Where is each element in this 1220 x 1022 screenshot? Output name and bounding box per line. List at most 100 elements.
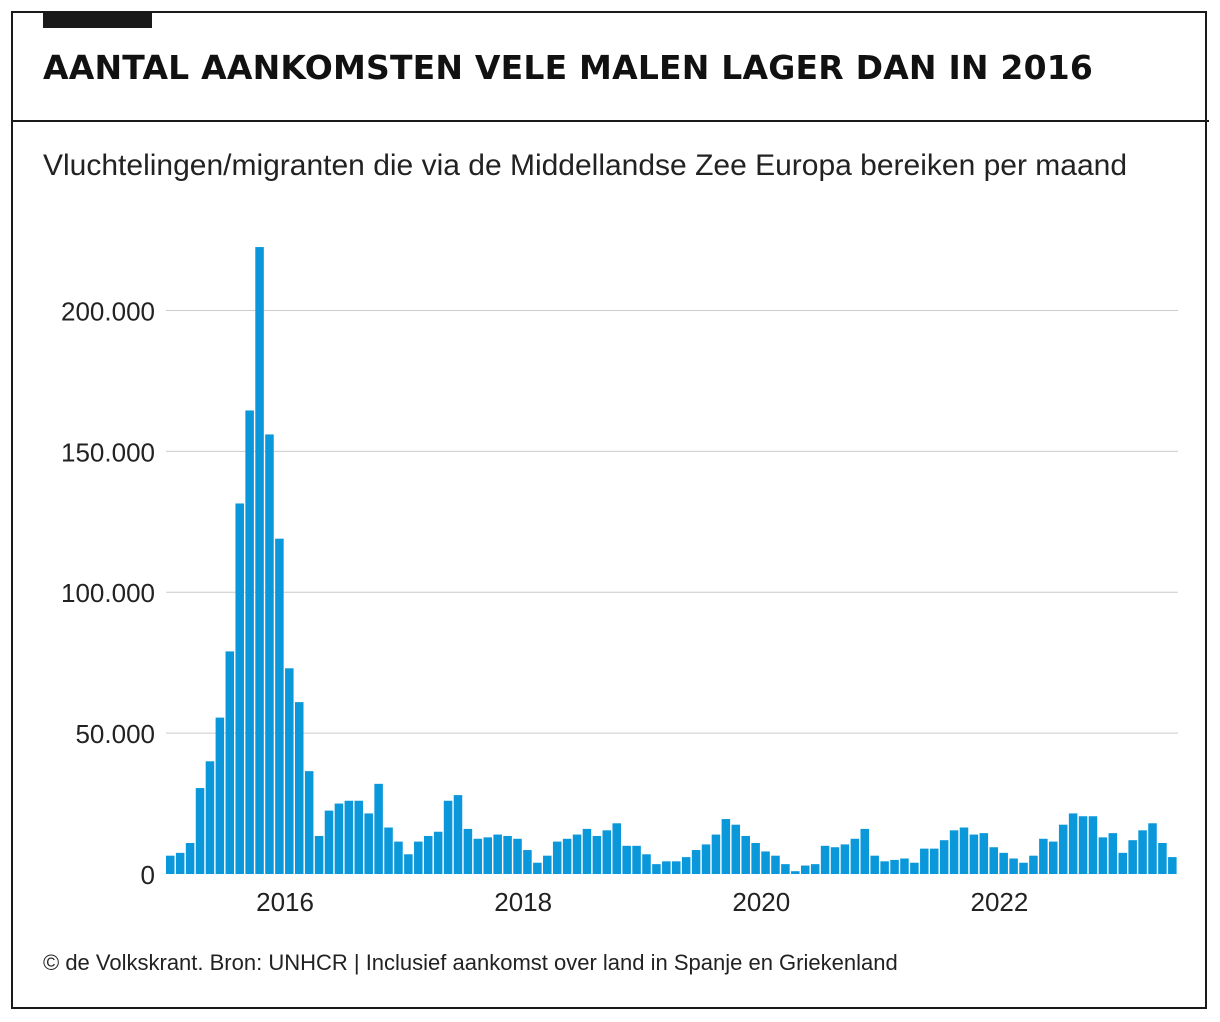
bar xyxy=(810,864,820,874)
bar xyxy=(166,855,175,874)
bar xyxy=(334,803,344,874)
chart-subtitle: Vluchtelingen/migranten die via de Midde… xyxy=(43,149,1128,182)
bar xyxy=(642,854,651,874)
bar xyxy=(731,824,741,874)
bar xyxy=(374,783,383,874)
bar xyxy=(1009,858,1018,874)
x-tick-label: 2022 xyxy=(970,887,1028,917)
grid-lines xyxy=(166,309,1178,734)
bar xyxy=(989,847,999,874)
accent-bar xyxy=(43,13,152,28)
bar xyxy=(850,838,860,874)
y-tick-label: 0 xyxy=(141,860,155,890)
bar xyxy=(195,788,205,874)
bars xyxy=(166,247,1177,875)
bar xyxy=(1088,816,1098,874)
bar xyxy=(235,503,244,874)
chart-title: AANTAL AANKOMSTEN VELE MALEN LAGER DAN I… xyxy=(43,48,1094,87)
bar xyxy=(533,862,542,874)
bar xyxy=(453,795,463,874)
bar xyxy=(205,761,215,874)
bar xyxy=(830,847,840,874)
bar xyxy=(1039,838,1048,874)
bar xyxy=(880,861,889,874)
bar xyxy=(1019,862,1028,874)
bar xyxy=(1108,833,1118,874)
y-tick-label: 200.000 xyxy=(61,296,155,326)
bar xyxy=(949,830,959,874)
bar xyxy=(800,865,810,874)
bar xyxy=(185,843,195,874)
bar xyxy=(771,855,780,874)
bar xyxy=(483,837,493,874)
bar xyxy=(493,834,502,874)
bar xyxy=(999,852,1008,874)
source-note: © de Volkskrant. Bron: UNHCR | Inclusief… xyxy=(43,950,898,975)
bar xyxy=(1049,841,1058,874)
bar xyxy=(255,247,264,875)
bar xyxy=(602,830,612,874)
bar xyxy=(394,841,403,874)
bar xyxy=(552,841,562,874)
bar xyxy=(672,861,681,874)
bar xyxy=(225,651,235,874)
bar xyxy=(582,828,592,874)
bar xyxy=(1029,855,1038,874)
bar xyxy=(890,859,899,874)
bar xyxy=(761,851,770,874)
bar xyxy=(245,410,254,874)
bar xyxy=(979,833,989,874)
bar xyxy=(652,864,661,874)
bar xyxy=(523,850,532,874)
bar xyxy=(294,702,304,874)
bar xyxy=(572,834,582,874)
bar xyxy=(364,813,373,874)
bar xyxy=(543,855,552,874)
bar xyxy=(701,844,711,874)
bar xyxy=(562,838,572,874)
bar xyxy=(622,845,631,874)
bar xyxy=(404,854,413,874)
bar xyxy=(1168,857,1177,874)
bar xyxy=(721,819,731,874)
bar xyxy=(920,848,929,874)
bar xyxy=(354,800,364,874)
bar xyxy=(691,850,701,874)
bar xyxy=(781,864,790,874)
bar xyxy=(423,835,433,874)
bar xyxy=(870,855,879,874)
bar xyxy=(433,831,443,874)
bar xyxy=(910,862,919,874)
bar xyxy=(304,771,314,874)
bar xyxy=(344,800,354,874)
bar xyxy=(969,834,979,874)
y-tick-label: 50.000 xyxy=(75,719,155,749)
bar xyxy=(681,857,691,874)
bar xyxy=(1158,843,1167,874)
bar xyxy=(632,845,641,874)
bar xyxy=(791,871,800,874)
bar xyxy=(275,538,284,874)
x-tick-label: 2020 xyxy=(732,887,790,917)
bar xyxy=(1098,837,1108,874)
bar xyxy=(820,845,830,874)
x-tick-label: 2016 xyxy=(256,887,314,917)
bar xyxy=(324,810,334,874)
y-tick-label: 150.000 xyxy=(61,437,155,467)
bar xyxy=(1148,823,1157,874)
bar xyxy=(1068,813,1078,874)
bar xyxy=(1138,830,1147,874)
header-divider xyxy=(11,120,1209,122)
bar xyxy=(414,841,423,874)
bar xyxy=(662,861,671,874)
bar xyxy=(860,828,870,874)
bar xyxy=(711,834,721,874)
bar xyxy=(285,668,294,874)
x-axis: 2016 2018 2020 2022 xyxy=(256,887,1028,917)
bar xyxy=(463,828,473,874)
bar xyxy=(473,838,483,874)
bar xyxy=(314,835,324,874)
bar xyxy=(959,827,969,874)
bar xyxy=(175,852,185,874)
